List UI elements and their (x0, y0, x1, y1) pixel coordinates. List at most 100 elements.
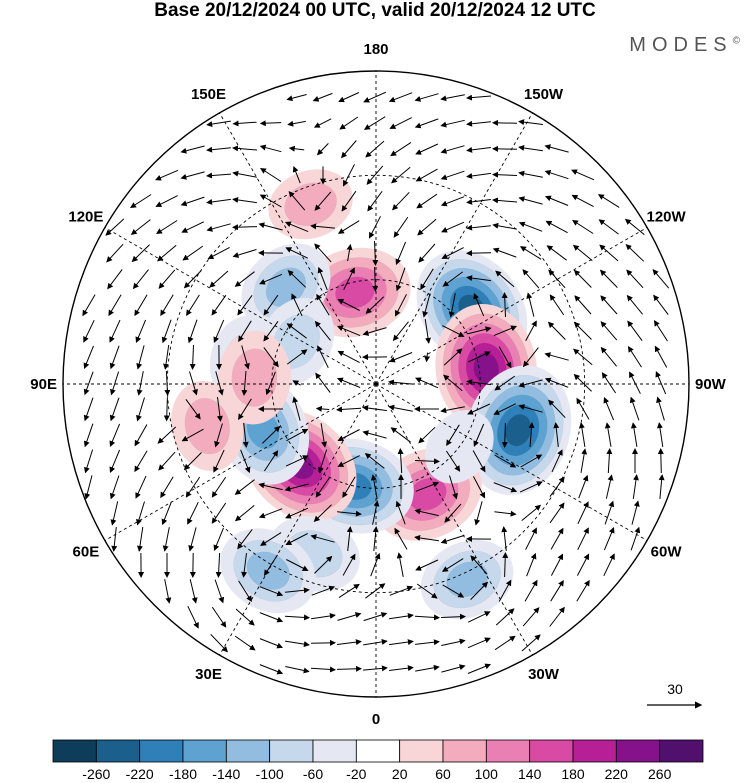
wind-arrow (365, 140, 385, 158)
wind-arrow (292, 396, 301, 421)
wind-arrow (627, 320, 643, 341)
wind-arrow (440, 613, 466, 620)
wind-arrow (442, 584, 465, 598)
chart-title: Base 20/12/2024 00 UTC, valid 20/12/2024… (154, 0, 596, 21)
wind-arrow (388, 404, 413, 412)
brand-logo: MODES© (629, 34, 740, 57)
wind-arrow (492, 171, 518, 178)
wind-arrow (238, 398, 252, 421)
wind-arrow (547, 321, 566, 340)
wind-arrow (258, 222, 283, 231)
wind-arrow (396, 552, 404, 577)
wind-arrow (346, 526, 353, 551)
wind-arrow (492, 197, 518, 204)
longitude-label: 150W (524, 86, 564, 103)
wind-arrow (263, 347, 279, 368)
wind-arrow (105, 218, 125, 236)
wind-arrow (502, 552, 509, 578)
wind-arrow (320, 423, 328, 448)
wind-arrow (501, 292, 508, 318)
wind-arrow (629, 396, 640, 421)
wind-arrow (498, 579, 512, 602)
wind-arrow (494, 635, 516, 651)
wind-arrow (213, 319, 225, 344)
wind-arrow (521, 504, 542, 521)
colorbar-swatch (529, 739, 574, 763)
wind-arrow (522, 607, 540, 627)
colorbar-tick-label: 60 (435, 766, 451, 782)
wind-arrow (501, 526, 508, 551)
wind-arrow (312, 92, 333, 102)
wind-arrow (518, 221, 543, 232)
wind-arrow (551, 449, 563, 473)
wind-arrow (158, 451, 176, 471)
longitude-label: 30W (528, 666, 560, 683)
wind-arrow (494, 375, 516, 391)
wind-arrow (83, 319, 95, 343)
wind-arrow (653, 294, 669, 315)
wind-arrow (337, 510, 362, 517)
wind-arrow (518, 119, 543, 126)
wind-arrow (388, 92, 413, 103)
wind-arrow (498, 346, 512, 369)
wind-arrow (466, 275, 491, 282)
wind-arrow (234, 505, 255, 522)
longitude-label: 120W (647, 209, 687, 226)
colorbar-tick-label: -100 (256, 766, 284, 782)
wind-arrow (108, 294, 122, 317)
wind-arrow (241, 553, 248, 578)
wind-arrow (544, 195, 569, 206)
wind-arrow (365, 296, 385, 314)
colorbar-swatch (399, 739, 444, 763)
wind-arrow (444, 503, 462, 523)
wind-arrow (526, 552, 537, 577)
wind-arrow (232, 224, 258, 231)
wind-arrow (258, 508, 283, 519)
wind-arrow (389, 585, 414, 596)
wind-arrow (163, 397, 170, 422)
wind-arrow (395, 500, 406, 525)
wind-arrow (367, 191, 383, 212)
wind-arrow (83, 371, 94, 396)
wind-arrow (339, 116, 359, 130)
wind-arrow (286, 323, 307, 339)
wind-arrow (185, 476, 201, 498)
wind-arrow (372, 240, 379, 266)
colorbar-swatch (659, 739, 704, 763)
wind-arrow (213, 527, 224, 552)
wind-arrow (389, 665, 414, 672)
wind-arrow (314, 320, 331, 341)
wind-arrow (82, 294, 96, 317)
wind-arrow (576, 397, 590, 420)
wind-arrow (394, 527, 408, 550)
wind-arrow (442, 271, 463, 287)
wind-arrow (311, 612, 336, 620)
wind-arrow (214, 579, 225, 604)
wind-arrow (519, 246, 542, 260)
wind-arrow (315, 372, 331, 393)
wind-arrow (467, 351, 491, 363)
wind-arrow (546, 245, 567, 261)
wind-arrow (393, 216, 409, 238)
wind-arrow (343, 267, 355, 291)
colorbar-tick-label: -180 (169, 766, 197, 782)
wind-arrow (110, 501, 119, 526)
wind-arrow (518, 404, 543, 413)
wind-arrow (571, 194, 594, 208)
wind-arrow (389, 117, 412, 129)
wind-arrow (598, 219, 619, 235)
wind-arrow (313, 504, 332, 522)
longitude-label: 30E (195, 666, 222, 683)
wind-arrow (362, 430, 387, 439)
wind-arrow (630, 422, 638, 447)
wind-arrow (544, 144, 569, 153)
wind-arrow (472, 450, 486, 473)
wind-arrow (336, 406, 362, 413)
wind-arrow (656, 422, 664, 447)
wind-arrow (372, 526, 379, 551)
wind-arrow (522, 347, 539, 368)
wind-arrow (342, 553, 356, 576)
wind-arrow (625, 244, 645, 262)
wind-arrow (574, 295, 592, 315)
